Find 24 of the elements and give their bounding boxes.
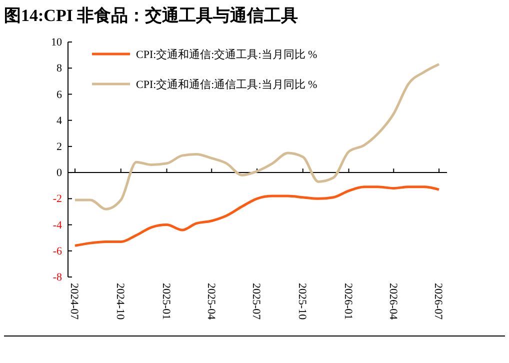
x-tick-label: 2026-04	[386, 283, 399, 320]
y-tick-label: 6	[56, 88, 62, 101]
y-tick-label: -4	[52, 219, 62, 232]
line-series	[74, 186, 440, 247]
legend-label: CPI:交通和通信:通信工具:当月同比 %	[136, 78, 318, 91]
x-tick-label: 2025-04	[204, 283, 217, 320]
x-tick-label: 2025-10	[296, 283, 308, 320]
x-tick-label: 2024-10	[114, 283, 126, 320]
line-series	[74, 62, 440, 210]
x-tick-label: 2025-01	[160, 283, 172, 320]
y-tick-label: 10	[51, 36, 62, 49]
y-tick-label: -8	[52, 272, 62, 284]
x-tick-label: 2024-07	[68, 283, 80, 320]
y-tick-label: -2	[52, 193, 62, 206]
chart-title: 图14:CPI 非食品：交通工具与通信工具	[4, 6, 298, 25]
y-tick-label: 4	[56, 114, 62, 127]
y-tick-label: -6	[52, 245, 62, 258]
y-tick-label: 2	[56, 140, 62, 153]
x-tick-label: 2025-07	[250, 283, 262, 320]
legend-label: CPI:交通和通信:交通工具:当月同比 %	[136, 48, 318, 61]
y-tick-label: 8	[56, 62, 62, 75]
y-tick-label: 0	[56, 167, 62, 180]
x-tick-label: 2026-01	[342, 283, 354, 320]
x-tick-label: 2026-07	[432, 283, 444, 320]
